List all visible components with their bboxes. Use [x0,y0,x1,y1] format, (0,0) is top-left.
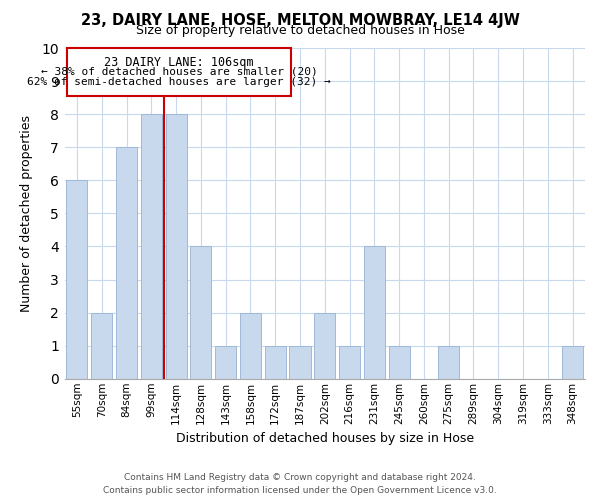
Bar [314,312,335,379]
Bar [91,312,112,379]
Bar [389,346,410,379]
Bar [364,246,385,379]
Bar [289,346,311,379]
Y-axis label: Number of detached properties: Number of detached properties [20,115,33,312]
Bar [265,346,286,379]
Bar [116,147,137,379]
X-axis label: Distribution of detached houses by size in Hose: Distribution of detached houses by size … [176,432,474,445]
Bar [215,346,236,379]
Bar [190,246,211,379]
Text: 23, DAIRY LANE, HOSE, MELTON MOWBRAY, LE14 4JW: 23, DAIRY LANE, HOSE, MELTON MOWBRAY, LE… [80,12,520,28]
Bar [339,346,360,379]
FancyBboxPatch shape [67,48,291,96]
Bar [562,346,583,379]
Text: ← 38% of detached houses are smaller (20): ← 38% of detached houses are smaller (20… [41,66,317,76]
Text: 23 DAIRY LANE: 106sqm: 23 DAIRY LANE: 106sqm [104,56,254,70]
Text: Contains HM Land Registry data © Crown copyright and database right 2024.
Contai: Contains HM Land Registry data © Crown c… [103,473,497,495]
Text: Size of property relative to detached houses in Hose: Size of property relative to detached ho… [136,24,464,37]
Bar [67,180,88,379]
Bar [166,114,187,379]
Text: 62% of semi-detached houses are larger (32) →: 62% of semi-detached houses are larger (… [27,77,331,87]
Bar [240,312,261,379]
Bar [141,114,162,379]
Bar [438,346,459,379]
